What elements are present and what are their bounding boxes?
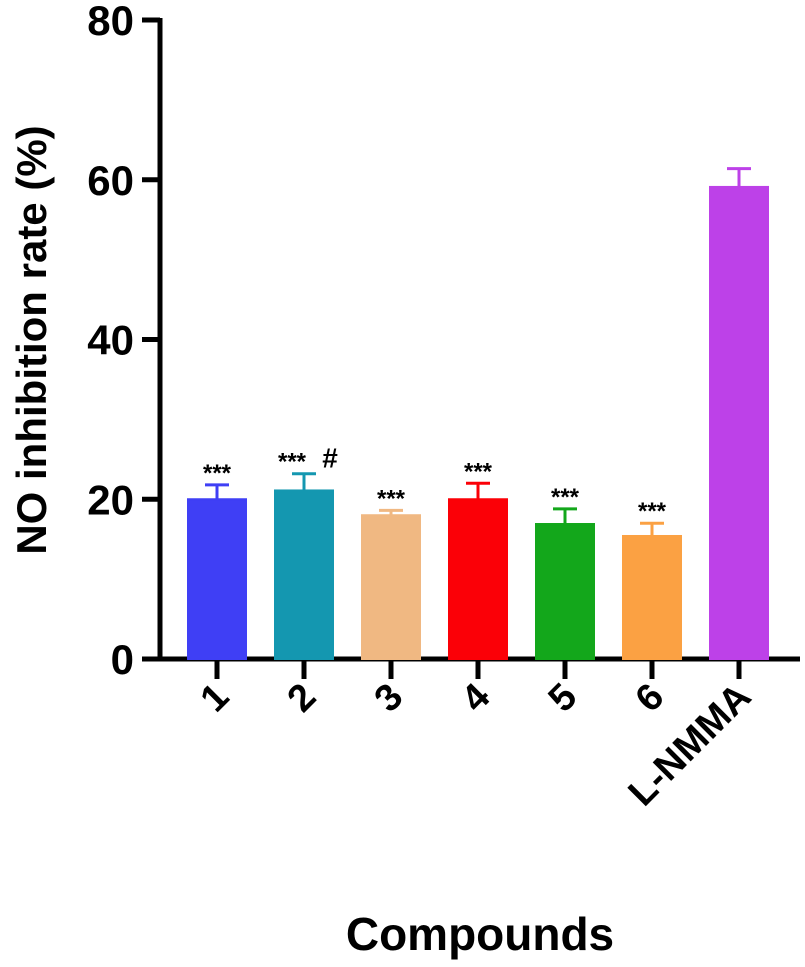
bar: [622, 534, 682, 660]
significance-label: ***: [377, 485, 406, 512]
significance-label: ***: [278, 449, 307, 476]
y-tick-label: 80: [87, 0, 134, 44]
x-tick-label: 6: [628, 676, 673, 721]
bar: [709, 185, 769, 660]
significance-label: ***: [203, 460, 232, 487]
marker-label: #: [322, 443, 338, 474]
bar: [448, 498, 508, 660]
x-tick-label: 3: [367, 676, 412, 721]
significance-label: ***: [464, 458, 493, 485]
x-tick-label: 2: [280, 676, 325, 721]
bar: [535, 523, 595, 660]
x-tick-label: 5: [541, 676, 586, 721]
bar: [187, 498, 247, 660]
bar: [361, 514, 421, 660]
significance-label: ***: [551, 484, 580, 511]
y-tick-label: 20: [87, 476, 134, 523]
y-tick-label: 60: [87, 157, 134, 204]
y-tick-label: 0: [111, 636, 134, 683]
bar: [274, 489, 334, 660]
x-tick-label: 1: [193, 676, 238, 721]
y-axis-label: NO inhibition rate (%): [8, 125, 55, 554]
x-tick-label: 4: [454, 676, 499, 721]
significance-label: ***: [638, 498, 667, 525]
y-tick-label: 40: [87, 317, 134, 364]
x-axis-label: Compounds: [346, 908, 614, 960]
